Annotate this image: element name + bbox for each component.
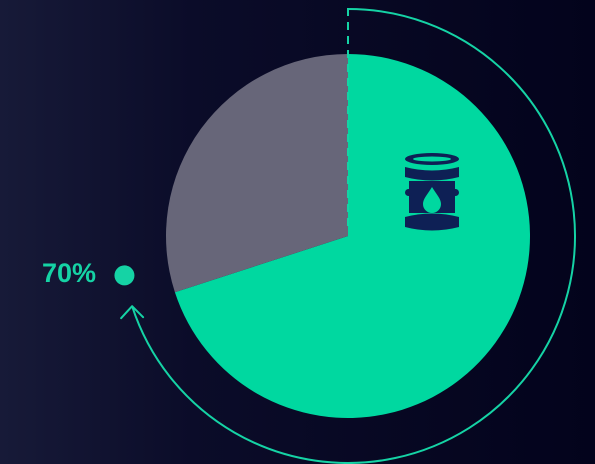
value-label: 70% bbox=[42, 258, 96, 288]
arc-arrow-head bbox=[120, 305, 145, 320]
pie-slice-1 bbox=[174, 54, 530, 419]
outer-arc bbox=[131, 8, 576, 464]
progress-arc bbox=[114, 8, 576, 464]
pie-slices bbox=[165, 54, 530, 419]
arc-end-dot bbox=[114, 265, 135, 286]
pie-slice-2 bbox=[165, 54, 348, 293]
oil-barrel-icon bbox=[405, 153, 459, 231]
